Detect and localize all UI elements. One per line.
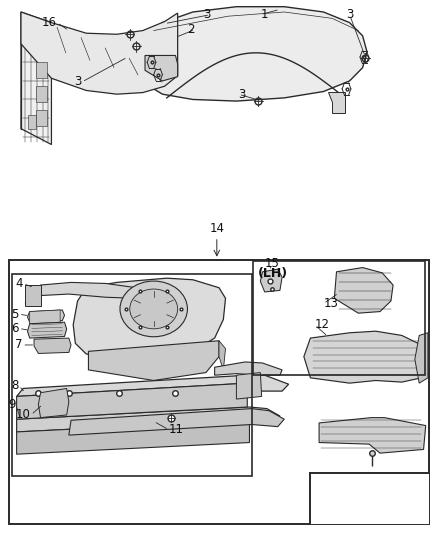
Polygon shape — [328, 92, 345, 113]
Polygon shape — [17, 420, 250, 454]
Text: 5: 5 — [11, 308, 19, 321]
Text: 7: 7 — [15, 338, 22, 351]
Polygon shape — [136, 7, 367, 101]
Text: 1: 1 — [260, 8, 268, 21]
Polygon shape — [219, 341, 226, 370]
Ellipse shape — [120, 281, 187, 337]
Bar — [36, 86, 47, 102]
Polygon shape — [25, 285, 41, 306]
Text: (LH): (LH) — [258, 266, 288, 279]
Text: 3: 3 — [74, 76, 82, 88]
Text: 14: 14 — [209, 222, 224, 235]
Polygon shape — [21, 12, 178, 94]
Bar — [12, 274, 252, 476]
Polygon shape — [334, 268, 393, 313]
Text: 11: 11 — [169, 423, 184, 437]
Polygon shape — [21, 12, 51, 144]
Polygon shape — [73, 278, 226, 359]
Polygon shape — [69, 409, 284, 435]
Polygon shape — [28, 322, 67, 338]
Text: 9: 9 — [8, 398, 16, 411]
Text: 3: 3 — [346, 8, 353, 21]
Bar — [28, 115, 36, 128]
Bar — [253, 261, 425, 375]
Polygon shape — [28, 310, 64, 322]
Text: 3: 3 — [239, 87, 246, 101]
Text: 13: 13 — [323, 297, 338, 310]
Polygon shape — [88, 341, 219, 381]
Polygon shape — [260, 269, 282, 292]
Text: 2: 2 — [187, 23, 195, 36]
Text: 3: 3 — [203, 8, 210, 21]
Bar — [311, 473, 429, 523]
Polygon shape — [319, 418, 426, 453]
Text: 8: 8 — [11, 379, 19, 392]
Polygon shape — [415, 333, 428, 383]
Text: 12: 12 — [315, 318, 330, 332]
Polygon shape — [215, 362, 282, 375]
Polygon shape — [25, 282, 171, 304]
Bar — [36, 62, 47, 78]
Polygon shape — [17, 375, 289, 397]
Text: 16: 16 — [42, 16, 57, 29]
Polygon shape — [17, 383, 247, 419]
Polygon shape — [39, 389, 69, 418]
Bar — [36, 110, 47, 126]
Polygon shape — [304, 331, 426, 383]
Bar — [9, 260, 429, 523]
Text: 4: 4 — [16, 277, 23, 290]
Polygon shape — [30, 310, 60, 324]
Text: 10: 10 — [16, 408, 31, 422]
Polygon shape — [34, 338, 71, 353]
Polygon shape — [145, 55, 178, 81]
Text: 15: 15 — [265, 257, 279, 270]
Ellipse shape — [130, 289, 178, 329]
Text: 6: 6 — [11, 322, 19, 335]
Polygon shape — [17, 407, 280, 432]
Polygon shape — [237, 373, 261, 399]
